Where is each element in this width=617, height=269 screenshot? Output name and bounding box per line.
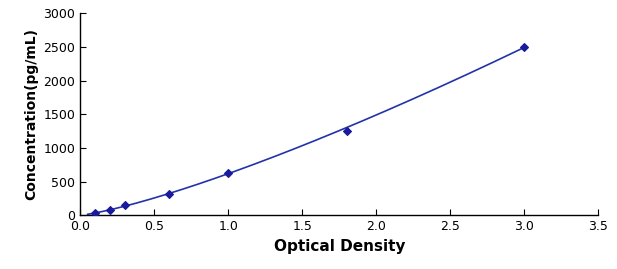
Y-axis label: Concentration(pg/mL): Concentration(pg/mL): [24, 28, 38, 200]
X-axis label: Optical Density: Optical Density: [273, 239, 405, 254]
